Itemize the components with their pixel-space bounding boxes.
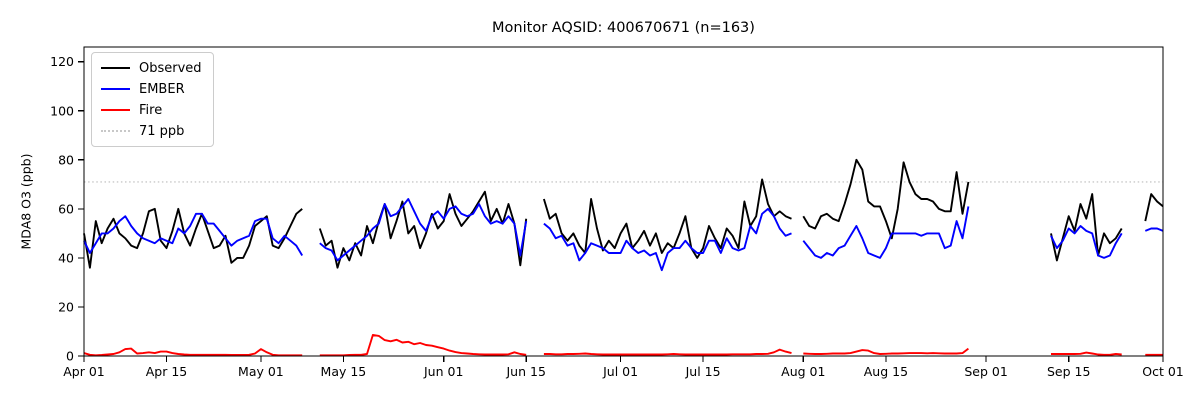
svg-text:120: 120: [50, 54, 74, 69]
chart-title: Monitor AQSID: 400670671 (n=163): [492, 20, 755, 36]
svg-text:Aug 15: Aug 15: [864, 364, 908, 379]
svg-text:Sep 01: Sep 01: [964, 364, 1007, 379]
svg-text:Sep 15: Sep 15: [1047, 364, 1090, 379]
legend-item-ember: EMBER: [101, 81, 202, 97]
legend-item-fire: Fire: [101, 102, 202, 118]
svg-text:20: 20: [58, 300, 74, 315]
svg-text:100: 100: [50, 103, 74, 118]
svg-text:40: 40: [58, 250, 74, 265]
svg-text:May 15: May 15: [321, 364, 367, 379]
svg-text:Jul 15: Jul 15: [685, 364, 721, 379]
legend-item-observed: Observed: [101, 60, 202, 76]
svg-text:60: 60: [58, 201, 74, 216]
observed-line-swatch-icon: [101, 67, 130, 69]
svg-text:Jun 01: Jun 01: [423, 364, 463, 379]
svg-text:Oct 01: Oct 01: [1142, 364, 1184, 379]
svg-text:Jul 01: Jul 01: [602, 364, 638, 379]
legend-label-observed: Observed: [139, 60, 202, 76]
svg-text:Apr 01: Apr 01: [63, 364, 105, 379]
legend-label-ember: EMBER: [139, 81, 185, 97]
legend-label-threshold: 71 ppb: [139, 123, 185, 139]
legend-item-threshold: 71 ppb: [101, 123, 202, 139]
legend: Observed EMBER Fire 71 ppb: [91, 52, 214, 147]
svg-text:Jun 15: Jun 15: [505, 364, 545, 379]
svg-text:0: 0: [66, 349, 74, 364]
svg-text:Aug 01: Aug 01: [781, 364, 825, 379]
svg-text:Apr 15: Apr 15: [146, 364, 188, 379]
svg-text:May 01: May 01: [238, 364, 284, 379]
legend-label-fire: Fire: [139, 102, 163, 118]
fire-line-swatch-icon: [101, 109, 130, 111]
ember-line-swatch-icon: [101, 88, 130, 90]
threshold-line-swatch-icon: [101, 130, 130, 132]
svg-text:80: 80: [58, 152, 74, 167]
